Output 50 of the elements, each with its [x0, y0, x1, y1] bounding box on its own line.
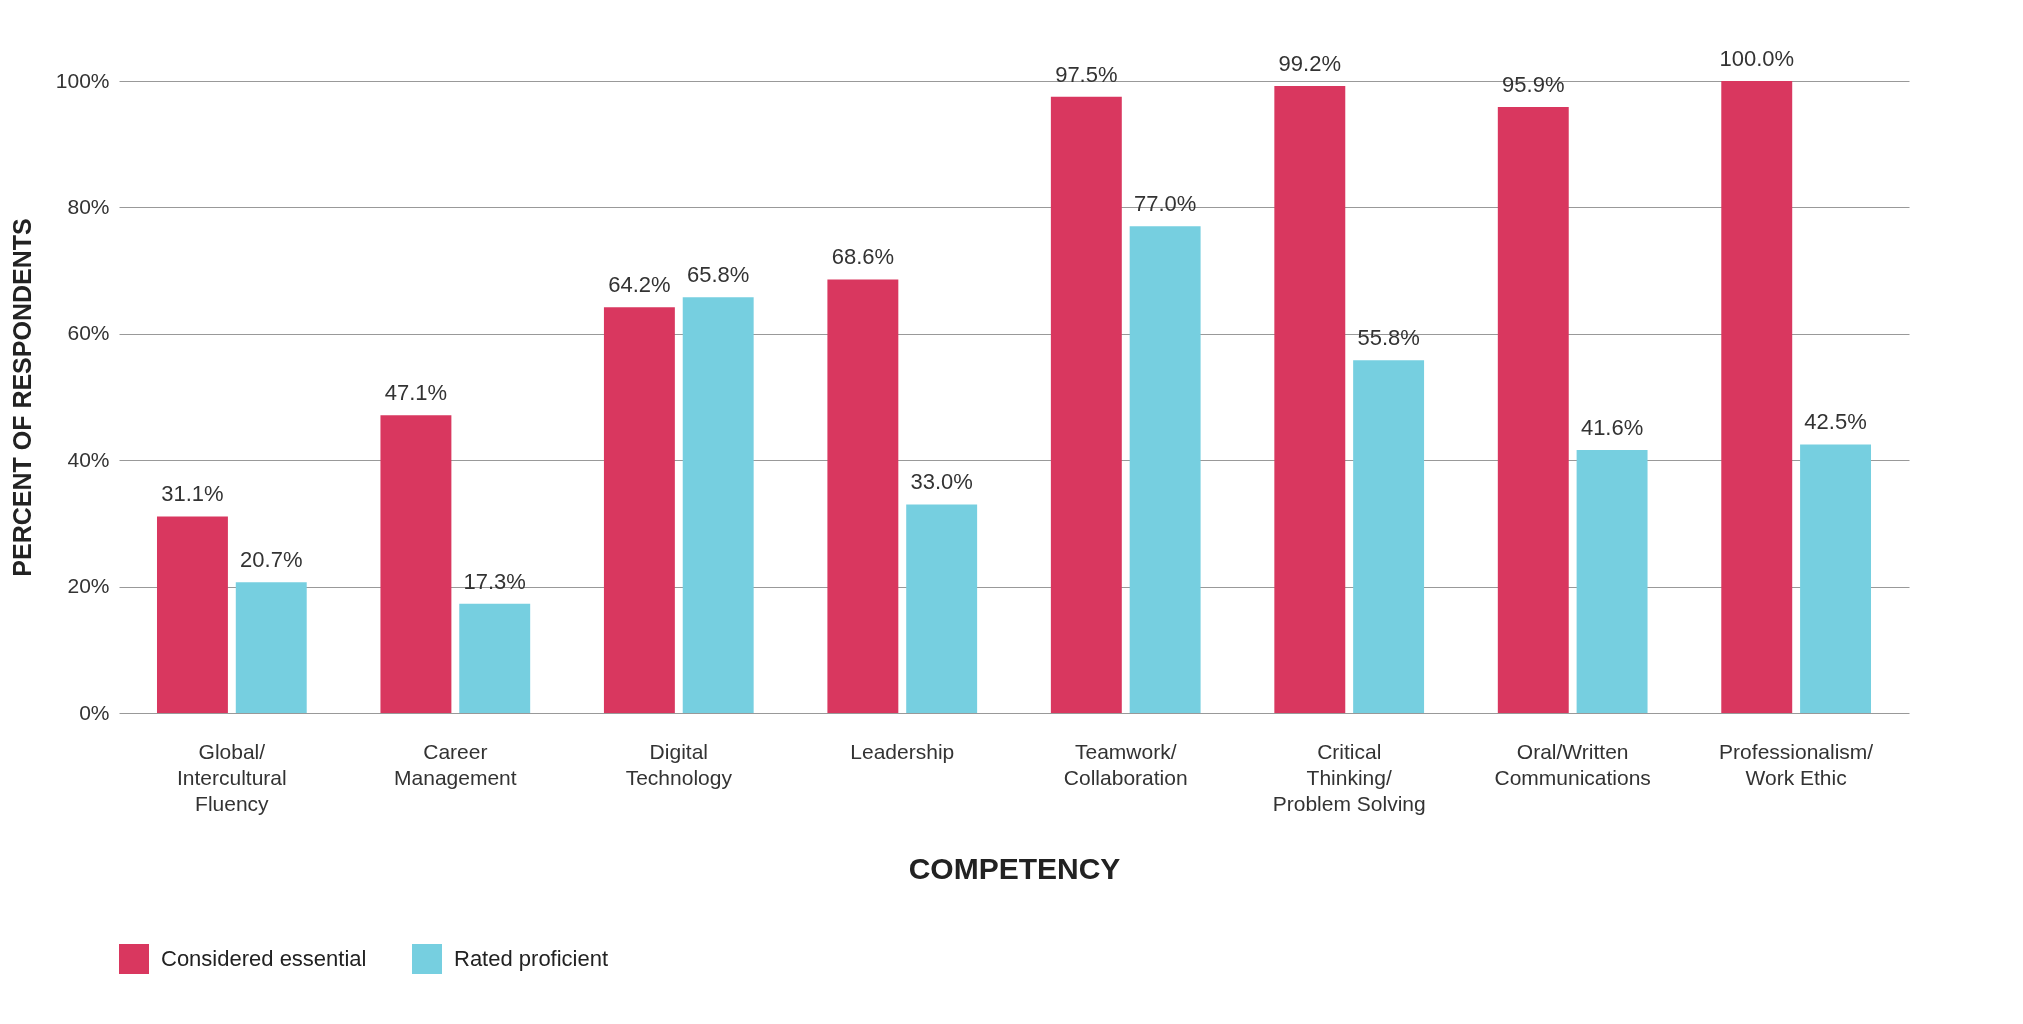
data-label: 31.1%	[161, 481, 224, 507]
y-tick-label: 60%	[67, 321, 110, 345]
legend-label: Considered essential	[161, 946, 367, 971]
data-label: 65.8%	[687, 262, 750, 288]
bar	[827, 279, 899, 713]
y-tick-label: 40%	[67, 447, 110, 471]
y-axis-title: PERCENT OF RESPONDENTS	[7, 218, 36, 577]
y-tick-label: 0%	[79, 700, 110, 724]
x-tick-label: Teamwork/ Collaboration	[1063, 739, 1188, 789]
bar	[235, 582, 307, 713]
data-label: 99.2%	[1278, 51, 1341, 77]
bar	[1576, 450, 1648, 713]
bar	[1129, 226, 1201, 713]
y-tick-label: 100%	[55, 68, 110, 92]
data-label: 95.9%	[1502, 71, 1565, 97]
bar	[906, 504, 978, 713]
bar	[1800, 444, 1872, 713]
data-label: 42.5%	[1804, 409, 1867, 435]
x-tick-label: Leadership	[850, 739, 955, 763]
bar	[1497, 106, 1569, 713]
x-tick-label: Career Management	[394, 739, 517, 789]
bar	[1721, 81, 1793, 713]
y-tick-label: 20%	[67, 574, 110, 598]
bar	[380, 415, 452, 713]
data-label: 97.5%	[1055, 61, 1118, 87]
data-label: 33.0%	[910, 469, 973, 495]
data-label: 17.3%	[463, 568, 526, 594]
bar	[156, 516, 228, 713]
x-tick-label: Professionalism/ Work Ethic	[1719, 739, 1874, 789]
bar	[603, 307, 675, 713]
x-tick-label: Oral/Written Communications	[1494, 739, 1651, 789]
bar	[1274, 86, 1346, 713]
data-label: 41.6%	[1580, 415, 1644, 441]
bar	[1050, 96, 1122, 713]
data-label: 20.7%	[240, 547, 303, 573]
data-label: 100.0%	[1719, 46, 1795, 71]
x-axis-title: COMPETENCY	[908, 851, 1121, 885]
x-tick-label: Critical Thinking/ Problem Solving	[1272, 739, 1426, 815]
bar	[682, 297, 754, 713]
legend-label: Rated proficient	[454, 946, 609, 971]
bar	[1353, 360, 1425, 713]
data-label: 77.0%	[1133, 191, 1197, 217]
y-tick-label: 80%	[67, 194, 110, 218]
data-label: 64.2%	[608, 272, 671, 298]
x-tick-label: Digital Technology	[625, 739, 733, 789]
bar	[459, 603, 531, 713]
x-tick-label: Global/ Intercultural Fluency	[176, 739, 287, 815]
data-label: 68.6%	[831, 244, 895, 270]
data-label: 47.1%	[384, 380, 448, 406]
data-label: 55.8%	[1357, 325, 1420, 351]
